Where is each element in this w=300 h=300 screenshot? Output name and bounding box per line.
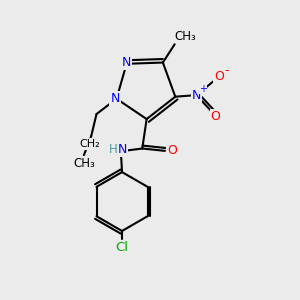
Text: O: O: [167, 144, 177, 158]
Text: CH₂: CH₂: [80, 140, 100, 149]
Text: N: N: [118, 142, 127, 156]
Text: CH₃: CH₃: [174, 29, 196, 43]
Text: N: N: [192, 89, 201, 102]
Text: -: -: [225, 64, 229, 77]
Text: N: N: [110, 92, 120, 105]
Text: CH₃: CH₃: [73, 157, 95, 170]
Text: O: O: [214, 70, 224, 83]
Text: N: N: [122, 56, 131, 69]
Text: Cl: Cl: [116, 241, 128, 254]
Text: H: H: [108, 142, 117, 156]
Text: O: O: [211, 110, 220, 123]
Text: +: +: [199, 84, 207, 94]
